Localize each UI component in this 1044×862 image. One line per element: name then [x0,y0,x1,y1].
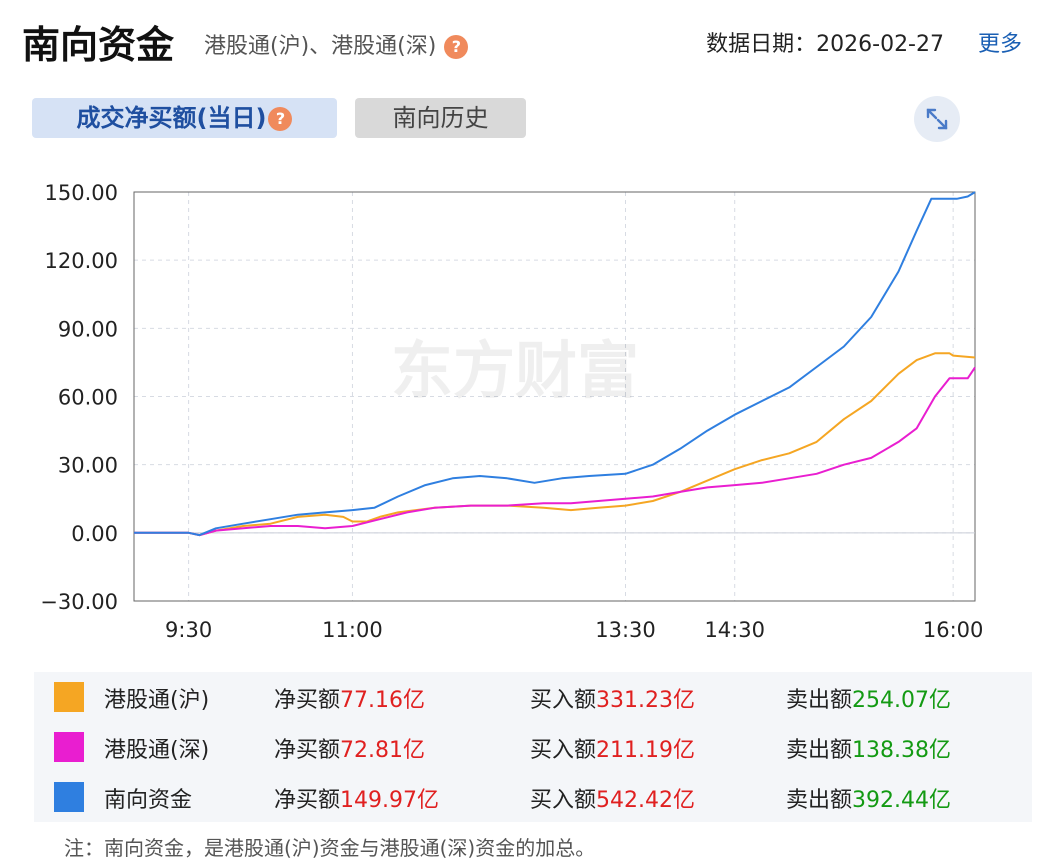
net-buy-value: 149.97亿 [340,788,439,813]
y-tick-label: 30.00 [58,454,118,478]
series-line [134,191,976,537]
y-tick-label: 120.00 [45,249,118,273]
sell-amount: 卖出额392.44亿 [786,782,951,814]
series-line [134,352,976,537]
sell-label: 卖出额 [786,688,853,713]
sell-amount: 卖出额138.38亿 [786,732,951,764]
legend-swatch [54,682,84,712]
y-tick-label: 90.00 [58,317,118,341]
net-buy-value: 77.16亿 [340,688,425,713]
page-subtitle: 港股通(沪)、港股通(深)? [204,28,469,60]
net-buy: 净买额72.81亿 [274,732,425,764]
net-buy-label: 净买额 [274,738,341,763]
legend-name: 港股通(沪) [104,688,210,713]
y-tick-label: 150.00 [45,181,118,205]
sell-value: 392.44亿 [852,788,951,813]
net-buy: 净买额77.16亿 [274,682,425,714]
y-tick-label: −30.00 [40,590,118,614]
buy-value: 542.42亿 [596,788,695,813]
tab-label: 南向历史 [392,104,489,132]
date-label: 数据日期： [706,32,817,57]
buy-amount: 买入额211.19亿 [530,732,695,764]
x-tick-label: 16:00 [923,618,984,642]
help-icon[interactable]: ? [444,35,469,59]
net-buy-label: 净买额 [274,788,341,813]
buy-label: 买入额 [530,738,597,763]
chart-axes: 150.00 120.00 90.00 60.00 30.00 0.00 −30.00 9:3… [40,181,983,642]
sell-label: 卖出额 [786,738,853,763]
net-buy: 净买额149.97亿 [274,782,439,814]
buy-value: 211.19亿 [596,738,695,763]
legend-row-sh: 港股通(沪) 净买额77.16亿 买入额331.23亿 卖出额254.07亿 [34,672,1032,722]
y-tick-label: 60.00 [58,386,118,410]
chart-series [134,191,976,537]
expand-icon[interactable] [914,96,960,142]
buy-label: 买入额 [530,688,597,713]
net-buy-line-chart: 东方财富 150.00 120.00 90.00 60.00 30.00 0.00 −30.… [40,181,983,642]
tab-net-buy-today[interactable]: 成交净买额(当日)? [32,98,337,138]
date-value: 2026-02-27 [816,32,944,57]
buy-value: 331.23亿 [596,688,695,713]
more-link[interactable]: 更多 [977,32,1022,57]
legend-name: 港股通(深) [104,738,210,763]
legend-table: 港股通(沪) 净买额77.16亿 买入额331.23亿 卖出额254.07亿 港… [34,672,1032,822]
y-tick-label: 0.00 [71,522,118,546]
tab-southbound-history[interactable]: 南向历史 [355,98,526,138]
help-icon[interactable]: ? [268,107,293,131]
x-tick-label: 14:30 [704,618,765,642]
legend-swatch [54,782,84,812]
x-tick-label: 11:00 [322,618,383,642]
sell-amount: 卖出额254.07亿 [786,682,951,714]
series-line [134,366,976,537]
header: 南向资金 港股通(沪)、港股通(深)? 数据日期：2026-02-27 更多 [0,0,1044,86]
plot-frame [133,191,976,602]
legend-row-southbound: 南向资金 净买额149.97亿 买入额542.42亿 卖出额392.44亿 [34,772,1032,822]
legend-row-sz: 港股通(深) 净买额72.81亿 买入额211.19亿 卖出额138.38亿 [34,722,1032,772]
subtitle-text: 港股通(沪)、港股通(深) [204,34,437,59]
sell-label: 卖出额 [786,788,853,813]
buy-amount: 买入额542.42亿 [530,782,695,814]
watermark: 东方财富 [391,334,639,407]
net-buy-label: 净买额 [274,688,341,713]
buy-amount: 买入额331.23亿 [530,682,695,714]
x-tick-label: 9:30 [165,618,212,642]
tab-label: 成交净买额(当日) [76,104,267,132]
footnote: 注：南向资金，是港股通(沪)资金与港股通(深)资金的加总。 [64,836,596,860]
sell-value: 138.38亿 [852,738,951,763]
net-buy-value: 72.81亿 [340,738,425,763]
legend-swatch [54,732,84,762]
data-date: 数据日期：2026-02-27 [706,26,944,58]
buy-label: 买入额 [530,788,597,813]
sell-value: 254.07亿 [852,688,951,713]
x-tick-label: 13:30 [595,618,656,642]
legend-name: 南向资金 [104,788,193,813]
page-title: 南向资金 [22,23,175,67]
